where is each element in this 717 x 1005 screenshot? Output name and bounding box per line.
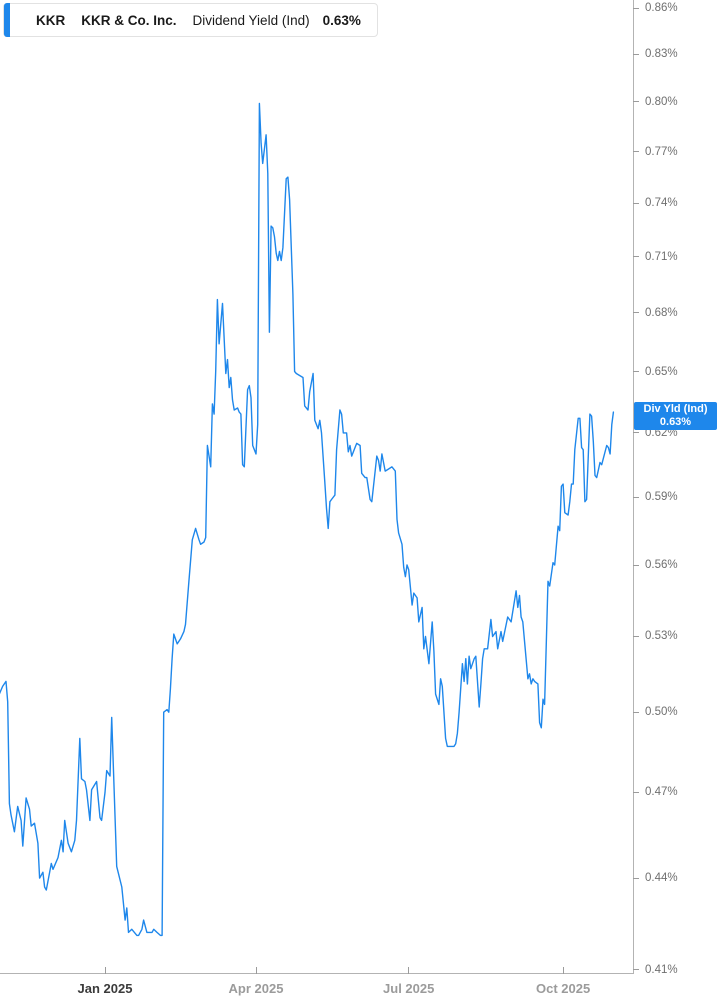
y-tick-label: 0.41%: [645, 963, 678, 976]
y-tick-label: 0.65%: [645, 365, 678, 378]
y-tick-mark: [633, 256, 639, 258]
legend-symbol: KKR: [36, 12, 66, 28]
y-axis-line: [633, 0, 634, 974]
y-tick-label: 0.77%: [645, 145, 678, 158]
y-tick-label: 0.86%: [645, 2, 678, 14]
y-tick-label: 0.47%: [645, 786, 678, 799]
y-tick-label: 0.74%: [645, 197, 678, 210]
x-tick-label: Jul 2025: [383, 981, 435, 996]
legend-metric-label: Dividend Yield (Ind): [192, 12, 310, 28]
y-tick-mark: [633, 711, 639, 713]
y-tick-mark: [633, 371, 639, 372]
y-tick-mark: [633, 312, 639, 314]
y-tick-label: 0.56%: [645, 559, 678, 571]
x-tick-mark: [562, 967, 564, 974]
y-tick-label: 0.80%: [645, 95, 678, 108]
y-tick-mark: [633, 432, 639, 434]
dividend-yield-line: [0, 102, 615, 937]
y-tick-mark: [633, 969, 639, 971]
x-tick-label: Jan 2025: [77, 981, 133, 996]
legend-company-name: KKR & Co. Inc.: [81, 12, 177, 28]
y-tick-label: 0.50%: [645, 706, 678, 719]
y-tick-label: 0.71%: [645, 250, 678, 263]
y-tick-mark: [633, 151, 639, 153]
x-tick-label: Apr 2025: [228, 981, 284, 996]
y-tick-mark: [633, 791, 639, 793]
x-tick-mark: [408, 967, 410, 974]
y-tick-mark: [633, 202, 639, 204]
y-tick-label: 0.83%: [645, 48, 678, 61]
x-tick-label: Oct 2025: [535, 981, 591, 996]
y-tick-label: 0.53%: [645, 630, 678, 643]
x-tick-mark: [104, 967, 106, 974]
last-value-badge: Div Yld (Ind) 0.63%: [634, 402, 717, 430]
legend-color-bar: [4, 3, 10, 37]
y-tick-mark: [633, 53, 639, 55]
legend-box[interactable]: KKR KKR & Co. Inc. Dividend Yield (Ind) …: [3, 3, 378, 37]
y-tick-label: 0.68%: [645, 306, 678, 319]
y-tick-label: 0.44%: [645, 872, 678, 885]
y-tick-mark: [633, 496, 639, 498]
badge-label: Div Yld (Ind): [643, 403, 708, 415]
y-tick-mark: [633, 101, 639, 103]
y-tick-label: 0.59%: [645, 491, 678, 504]
x-axis-line: [0, 973, 634, 974]
y-tick-mark: [633, 7, 639, 9]
y-tick-mark: [633, 877, 639, 879]
x-tick-mark: [255, 967, 257, 974]
badge-value: 0.63%: [659, 416, 692, 428]
legend-value: 0.63%: [322, 12, 361, 28]
y-tick-mark: [633, 564, 639, 566]
y-tick-mark: [633, 635, 639, 637]
